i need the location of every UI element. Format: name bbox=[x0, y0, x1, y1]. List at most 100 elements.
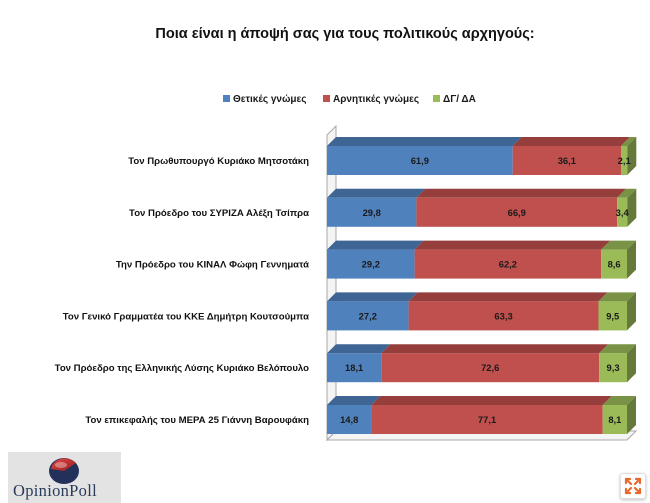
bar-front-face bbox=[617, 197, 628, 227]
bar-front-face bbox=[414, 249, 602, 279]
category-label: Τον Γενικό Γραμματέα του ΚΚΕ Δημήτρη Κου… bbox=[63, 311, 309, 322]
bar-top-face bbox=[381, 344, 609, 354]
legend-item: Θετικές γνώμες bbox=[223, 94, 306, 105]
bar-segment: 61,9 bbox=[327, 137, 522, 175]
bar-front-face bbox=[381, 353, 600, 383]
chart-legend: Θετικές γνώμες Αρνητικές γνώμες ΔΓ/ ΔΑ bbox=[223, 94, 476, 105]
bar-segment: 62,2 bbox=[414, 240, 611, 279]
bar-top-face bbox=[327, 188, 426, 198]
legend-swatch bbox=[323, 95, 330, 102]
data-label: 66,9 bbox=[508, 207, 526, 218]
bar-top-face bbox=[416, 188, 627, 198]
category-label: Τον Πρόεδρο του ΣΥΡΙΖΑ Αλέξη Τσίπρα bbox=[129, 208, 309, 219]
bar-top-face bbox=[327, 292, 418, 302]
data-label: 3,4 bbox=[616, 207, 630, 218]
opinionpoll-logo: OpinionPoll bbox=[8, 452, 121, 503]
bar-row: 29,2 62,2 8,6 bbox=[327, 240, 636, 279]
bar-top-face bbox=[512, 137, 630, 146]
data-label: 62,2 bbox=[499, 259, 517, 270]
bar-side-face bbox=[627, 240, 636, 279]
bar-front-face bbox=[327, 353, 382, 383]
category-labels: Τον Πρωθυπουργό Κυριάκο Μητσοτάκη Τον Πρό… bbox=[55, 156, 309, 426]
bar-top-face bbox=[621, 137, 637, 146]
logo-text: OpinionPoll bbox=[13, 481, 97, 500]
data-label: 29,8 bbox=[363, 207, 381, 218]
data-label: 9,3 bbox=[607, 362, 620, 373]
bar-top-face bbox=[414, 240, 611, 250]
bar-front-face bbox=[416, 197, 618, 227]
bar-segment: 29,2 bbox=[327, 240, 424, 279]
data-label: 63,3 bbox=[494, 310, 512, 321]
bar-front-face bbox=[512, 146, 621, 175]
bar-top-face bbox=[617, 188, 637, 198]
data-label: 8,6 bbox=[608, 259, 621, 270]
data-label: 77,1 bbox=[478, 414, 496, 425]
bar-segment: 8,6 bbox=[601, 240, 636, 279]
bar-row: 14,8 77,1 8,1 bbox=[327, 396, 636, 434]
bar-top-face bbox=[602, 396, 636, 405]
bar-segment: 18,1 bbox=[327, 344, 391, 383]
bar-top-face bbox=[599, 344, 636, 354]
legend-label: Αρνητικές γνώμες bbox=[333, 94, 419, 105]
bar-side-face bbox=[627, 344, 636, 383]
data-label: 2,1 bbox=[618, 155, 631, 166]
category-label: Τον Πρόεδρο της Ελληνικής Λύσης Κυριάκο … bbox=[55, 363, 309, 374]
bars: 61,9 36,1 2,1 29,8 66,9 3,4 29,2 62,2 8,6 27,2 63,… bbox=[327, 137, 637, 434]
expand-arrows-icon[interactable] bbox=[620, 473, 646, 499]
bar-row: 18,1 72,6 9,3 bbox=[327, 344, 636, 383]
bar-front-face bbox=[327, 301, 409, 331]
legend-item: ΔΓ/ ΔΑ bbox=[433, 94, 476, 105]
data-label: 72,6 bbox=[481, 362, 499, 373]
bar-side-face bbox=[627, 292, 636, 331]
bar-segment: 27,2 bbox=[327, 292, 418, 331]
data-label: 36,1 bbox=[558, 155, 576, 166]
bar-side-face bbox=[627, 188, 637, 227]
category-label: Τον Πρωθυπουργό Κυριάκο Μητσοτάκη bbox=[128, 156, 309, 167]
bar-segment: 29,8 bbox=[327, 188, 426, 227]
data-label: 18,1 bbox=[345, 362, 363, 373]
bar-segment: 66,9 bbox=[416, 188, 627, 227]
bar-segment: 2,1 bbox=[618, 137, 637, 175]
bar-side-face bbox=[627, 137, 637, 175]
bar-row: 27,2 63,3 9,5 bbox=[327, 292, 636, 331]
bar-top-face bbox=[598, 292, 636, 302]
bar-side-face bbox=[627, 396, 636, 434]
category-label: Τον επικεφαλής του ΜΕΡΑ 25 Γιάννη Βαρουφ… bbox=[85, 415, 309, 426]
bar-front-face bbox=[327, 146, 513, 175]
bar-segment: 9,3 bbox=[599, 344, 636, 383]
bar-top-face bbox=[601, 240, 636, 250]
legend-label: ΔΓ/ ΔΑ bbox=[443, 94, 476, 105]
bar-row: 61,9 36,1 2,1 bbox=[327, 137, 637, 175]
data-label: 14,8 bbox=[340, 414, 358, 425]
bar-top-face bbox=[327, 240, 424, 250]
bar-segment: 63,3 bbox=[408, 292, 608, 331]
data-label: 27,2 bbox=[359, 310, 377, 321]
bar-top-face bbox=[327, 396, 381, 405]
chart-title: Ποια είναι η άποψή σας για τους πολιτικο… bbox=[155, 26, 535, 42]
bar-segment: 9,5 bbox=[598, 292, 636, 331]
bar-front-face bbox=[327, 249, 415, 279]
bar-top-face bbox=[327, 344, 391, 354]
bar-segment: 77,1 bbox=[371, 396, 612, 434]
data-label: 29,2 bbox=[362, 259, 380, 270]
legend-item: Αρνητικές γνώμες bbox=[323, 94, 419, 105]
bar-front-face bbox=[621, 146, 628, 175]
bar-segment: 8,1 bbox=[602, 396, 636, 434]
bar-segment: 36,1 bbox=[512, 137, 630, 175]
bar-front-face bbox=[327, 405, 372, 434]
bar-top-face bbox=[327, 137, 522, 146]
bar-front-face bbox=[601, 249, 627, 279]
category-label: Την Πρόεδρο του ΚΙΝΑΛ Φώφη Γεννηματά bbox=[116, 260, 309, 271]
legend-swatch bbox=[223, 95, 230, 102]
bar-top-face bbox=[371, 396, 612, 405]
bar-segment: 3,4 bbox=[616, 188, 637, 227]
bar-front-face bbox=[602, 405, 627, 434]
bar-front-face bbox=[599, 353, 627, 383]
data-label: 61,9 bbox=[411, 155, 429, 166]
logo-mark-icon bbox=[49, 458, 79, 484]
bar-front-face bbox=[598, 301, 627, 331]
bar-top-face bbox=[408, 292, 608, 302]
bar-front-face bbox=[327, 197, 417, 227]
bar-segment: 72,6 bbox=[381, 344, 609, 383]
